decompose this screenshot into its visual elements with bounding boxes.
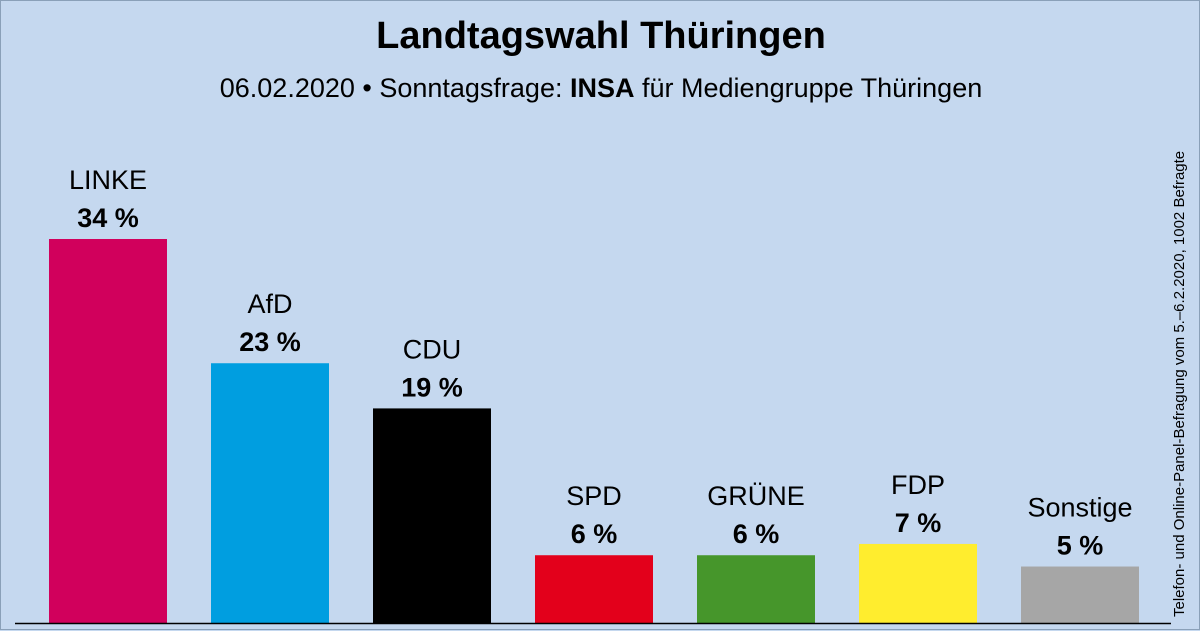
bar-label-sonstige: Sonstige (1027, 493, 1132, 523)
subtitle-client: für Mediengruppe Thüringen (634, 73, 983, 103)
bar-value-sonstige: 5 % (1057, 531, 1104, 561)
chart-subtitle: 06.02.2020 • Sonntagsfrage: INSA für Med… (1, 73, 1200, 104)
bar-value-cdu: 19 % (401, 372, 463, 402)
subtitle-date: 06.02.2020 • Sonntagsfrage: (219, 73, 570, 103)
bar-value-gruene: 6 % (733, 519, 780, 549)
bar-label-afd: AfD (247, 289, 292, 319)
bar-value-afd: 23 % (239, 327, 301, 357)
bar-gruene (697, 555, 815, 623)
chart-title: Landtagswahl Thüringen (376, 15, 826, 57)
bar-linke (49, 239, 167, 623)
bar-label-fdp: FDP (891, 470, 945, 500)
source-note: Telefon- und Online-Panel-Befragung vom … (1171, 150, 1188, 617)
subtitle-institute: INSA (569, 73, 635, 103)
bar-value-fdp: 7 % (895, 508, 942, 538)
bar-spd (535, 555, 653, 623)
bar-label-gruene: GRÜNE (707, 481, 805, 511)
bar-label-linke: LINKE (69, 165, 147, 195)
bar-afd (211, 363, 329, 623)
bar-sonstige (1021, 566, 1139, 623)
bar-value-linke: 34 % (77, 203, 139, 233)
bar-fdp (859, 543, 977, 623)
bar-value-spd: 6 % (571, 519, 618, 549)
bar-label-spd: SPD (566, 481, 622, 511)
bar-label-cdu: CDU (403, 334, 462, 364)
bar-cdu (373, 408, 491, 623)
